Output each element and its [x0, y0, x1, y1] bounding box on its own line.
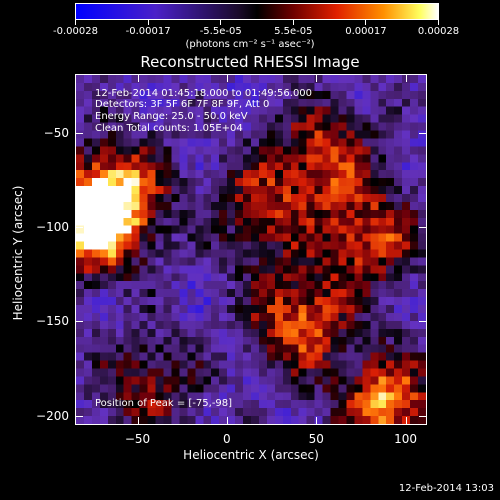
x-tick [405, 417, 407, 425]
info-detectors: Detectors: 3F 5F 6F 7F 8F 9F, Att 0 [95, 99, 270, 110]
timestamp: 12-Feb-2014 13:03 [398, 483, 494, 494]
y-tick [75, 415, 83, 417]
y-tick [419, 132, 427, 134]
colorbar-tick [365, 20, 367, 25]
colorbar-tick [75, 20, 76, 25]
colorbar [75, 3, 439, 20]
x-tick-label: 0 [223, 432, 231, 446]
colorbar-tick-label: -0.00017 [125, 26, 171, 37]
x-tick [226, 417, 228, 425]
info-time: 12-Feb-2014 01:45:18.000 to 01:49:56.000 [95, 88, 313, 99]
colorbar-tick [292, 20, 294, 25]
colorbar-tick-label: 0.00028 [417, 26, 460, 37]
colorbar-tick [220, 20, 222, 25]
heatmap-plot [75, 74, 427, 425]
y-tick [419, 321, 427, 323]
y-tick [75, 226, 83, 228]
colorbar-tick-label: 0.00017 [345, 26, 387, 37]
x-tick-label: 50 [308, 432, 324, 446]
y-tick [419, 226, 427, 228]
y-tick-label: −100 [36, 219, 69, 234]
info-clean: Clean Total counts: 1.05E+04 [95, 123, 243, 134]
colorbar-tick-label: 5.5e-05 [274, 26, 313, 37]
colorbar-tick-label: -5.5e-05 [199, 26, 242, 37]
x-tick [316, 417, 318, 425]
info-peak: Position of Peak = [-75,-98] [95, 398, 233, 409]
x-tick [316, 74, 318, 82]
y-tick [75, 321, 83, 323]
colorbar-tick [147, 20, 149, 25]
colorbar-tick-label: -0.00028 [53, 26, 98, 37]
y-tick-label: −150 [36, 314, 69, 329]
y-tick [419, 415, 427, 417]
colorbar-units: (photons cm⁻² s⁻¹ asec⁻²) [185, 39, 315, 50]
y-tick-label: −200 [36, 408, 69, 423]
x-tick [405, 74, 407, 82]
x-tick-label: 100 [394, 432, 417, 446]
colorbar-tick [438, 20, 439, 25]
y-axis-label: Heliocentric Y (arcsec) [11, 185, 25, 321]
info-energy: Energy Range: 25.0 - 50.0 keV [95, 111, 248, 122]
heatmap-image [76, 75, 426, 424]
x-axis-label: Heliocentric X (arcsec) [183, 448, 319, 462]
x-tick [226, 74, 228, 82]
y-tick-label: −50 [43, 125, 69, 140]
y-tick [75, 132, 83, 134]
plot-title: Reconstructed RHESSI Image [140, 53, 360, 71]
x-tick [137, 417, 139, 425]
x-tick [137, 74, 139, 82]
x-tick-label: −50 [124, 432, 151, 446]
